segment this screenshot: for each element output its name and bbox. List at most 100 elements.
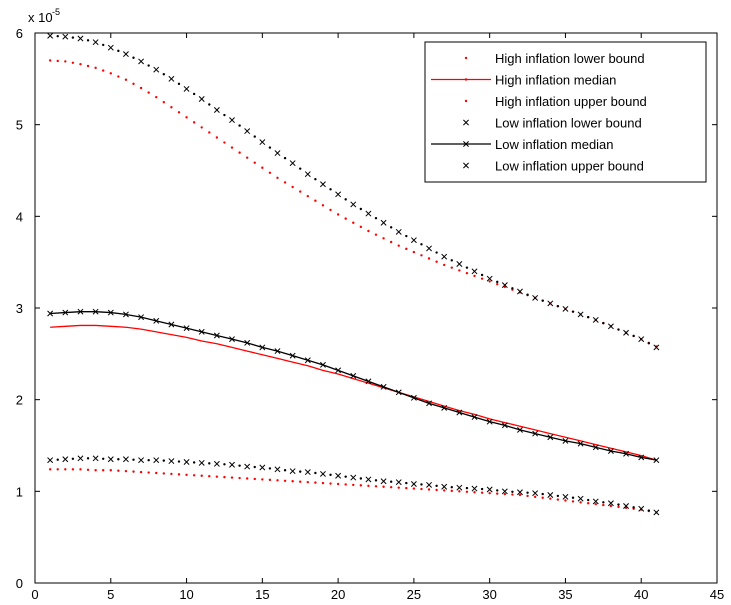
data-point [547,434,554,441]
data-point [501,422,508,429]
series-dot [147,458,150,462]
x-tick-label: 20 [331,587,345,602]
data-point [638,505,645,512]
data-point [62,33,69,40]
series-dot [299,470,302,473]
data-point [62,309,69,316]
data-point [427,257,431,260]
data-point [245,477,249,480]
series-dot [389,240,393,244]
data-point [488,280,491,283]
data-point [170,472,173,476]
series-dot [420,254,423,257]
series-dot [71,61,75,64]
series-dot [541,492,544,496]
y-tick-label: 0 [16,576,23,591]
series-dot [511,493,514,496]
data-point [562,305,569,312]
series-dot [177,473,181,476]
data-point [547,300,554,307]
series-5 [47,32,660,351]
data-point [441,253,448,260]
legend-label: High inflation upper bound [495,94,647,109]
series-dot [465,271,469,275]
series-dot [435,484,438,488]
data-point [244,339,251,346]
data-point [365,378,372,385]
x-axis: 0 5 10 15 20 25 30 35 40 45 [31,33,724,602]
series-dot [496,282,499,286]
data-point [653,344,660,351]
series-dot [602,503,605,507]
data-point [410,481,417,487]
data-point [274,348,281,355]
data-point [244,463,251,470]
series-layer [47,32,660,516]
data-point [471,414,478,421]
series-dot [329,188,332,191]
x-tick-label: 35 [558,587,572,602]
data-point [274,150,281,157]
series-dot [223,113,226,117]
series-dot [480,487,484,491]
data-point [139,470,143,474]
data-point [139,86,143,90]
series-dot [56,458,59,461]
series-dot [389,226,393,229]
series-dot [374,233,378,236]
data-point [77,35,84,42]
data-point [594,502,597,506]
series-dot [299,167,302,170]
data-point [261,478,264,481]
series-dot [541,496,544,499]
series-dot [329,473,332,477]
data-point [607,448,614,454]
series-dot [405,481,408,485]
x-tick-label: 5 [107,587,114,602]
data-point [215,475,219,478]
data-point [380,478,387,485]
y-tick-label: 1 [16,484,23,499]
series-dot [526,491,529,494]
data-point [350,201,357,208]
series-dot [359,484,363,487]
data-point [577,495,584,502]
series-dot [602,501,605,504]
series-dot [526,494,529,498]
data-point [92,39,99,46]
series-dot [223,463,226,466]
data-point [412,487,416,490]
data-point [320,181,326,188]
data-point [380,383,387,390]
series-dot [435,251,438,254]
data-point [456,261,463,267]
data-point [352,221,355,224]
data-point [623,503,630,509]
data-point [471,268,478,275]
data-point [607,500,614,507]
data-point [456,409,463,416]
legend-label: High inflation median [495,73,616,88]
data-point [170,106,173,109]
series-dot [117,75,120,78]
data-point [380,219,387,226]
series-dot [647,342,650,345]
data-point [458,269,461,272]
series-dot [374,479,378,482]
data-point [274,466,281,473]
series-dot [556,494,560,498]
x-tick-label: 45 [710,587,724,602]
data-point [122,456,129,463]
series-dot [86,457,90,460]
data-point [321,204,325,207]
series-dot [102,469,105,472]
legend-label: Low inflation upper bound [495,159,644,174]
data-point [200,126,203,129]
data-point [350,372,357,379]
series-dot [450,259,453,262]
data-point [306,194,309,198]
series-dot [117,458,120,461]
data-point [607,323,614,330]
series-dot [102,43,105,47]
series-dot [314,481,317,484]
